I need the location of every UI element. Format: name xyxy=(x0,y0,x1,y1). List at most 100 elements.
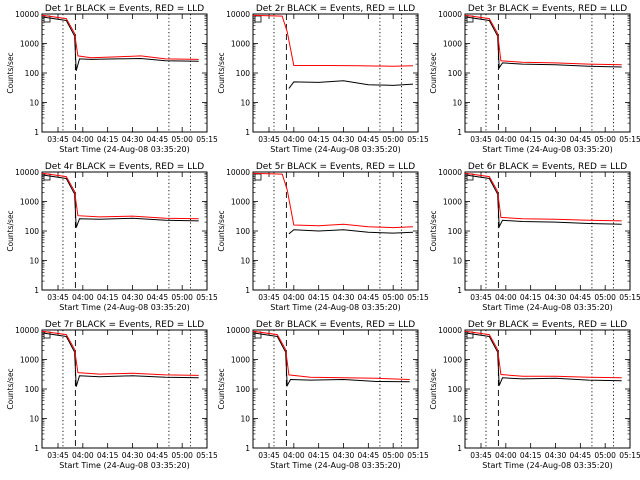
x-tick-label: 04:30 xyxy=(333,293,355,302)
plot-frame xyxy=(41,13,208,133)
series-lld xyxy=(252,330,410,380)
x-tick-label: 04:15 xyxy=(97,135,119,144)
x-tick-label: 04:45 xyxy=(358,135,380,144)
y-axis-label: Counts/sec xyxy=(217,368,226,409)
y-axis-label: Counts/sec xyxy=(429,52,438,93)
x-tick-label: 04:00 xyxy=(283,451,305,460)
x-tick-label: 04:45 xyxy=(147,135,169,144)
y-tick-label: 100 xyxy=(236,69,251,78)
x-tick-label: 04:30 xyxy=(333,451,355,460)
y-tick-label: 10000 xyxy=(226,168,250,177)
x-tick-label: 05:15 xyxy=(407,135,429,144)
y-tick-label: 1000 xyxy=(20,356,39,365)
x-tick-label: 04:15 xyxy=(520,451,542,460)
detector-panel-7: Det 7r BLACK = Events, RED = LLD 1 10 100 10… xyxy=(6,320,218,470)
y-tick-label: 10000 xyxy=(15,326,39,335)
panel-title: Det 4r BLACK = Events, RED = LLD xyxy=(45,162,204,172)
y-tick-label: 1 xyxy=(34,128,39,137)
plot-frame xyxy=(41,329,208,449)
y-tick-label: 100 xyxy=(25,69,40,78)
y-tick-label: 1 xyxy=(457,286,462,295)
x-tick-label: 05:15 xyxy=(619,293,640,302)
x-tick-label: 03:45 xyxy=(47,135,69,144)
y-tick-label: 1 xyxy=(34,444,39,453)
y-axis-label: Counts/sec xyxy=(429,210,438,251)
y-tick-label: 100 xyxy=(25,385,40,394)
series-lld xyxy=(41,14,199,60)
plot-frame xyxy=(464,329,631,449)
x-tick-label: 05:00 xyxy=(594,293,616,302)
x-tick-label: 04:15 xyxy=(97,293,119,302)
series-events xyxy=(41,332,199,387)
plot-frame xyxy=(464,171,631,291)
x-tick-label: 03:45 xyxy=(470,451,492,460)
x-tick-label: 04:45 xyxy=(358,451,380,460)
x-tick-label: 05:15 xyxy=(196,135,218,144)
x-tick-label: 03:45 xyxy=(470,293,492,302)
y-tick-label: 1 xyxy=(245,286,250,295)
x-tick-label: 04:30 xyxy=(545,135,567,144)
y-tick-label: 10000 xyxy=(438,10,462,19)
x-tick-label: 05:15 xyxy=(407,451,429,460)
x-tick-label: 04:00 xyxy=(283,135,305,144)
x-tick-label: 05:00 xyxy=(171,135,193,144)
x-tick-label: 03:45 xyxy=(258,451,280,460)
y-axis-label: Counts/sec xyxy=(6,368,15,409)
x-tick-label: 05:15 xyxy=(196,451,218,460)
y-tick-label: 10000 xyxy=(15,10,39,19)
series-lld xyxy=(252,172,414,229)
y-tick-label: 1000 xyxy=(443,198,462,207)
series-lld xyxy=(252,14,414,67)
x-axis-label: Start Time (24-Aug-08 03:35:20) xyxy=(482,145,613,154)
y-tick-label: 1 xyxy=(245,444,250,453)
x-tick-label: 03:45 xyxy=(47,293,69,302)
x-tick-label: 05:15 xyxy=(407,293,429,302)
x-tick-label: 04:45 xyxy=(570,451,592,460)
detector-panel-2: Det 2r BLACK = Events, RED = LLD 1 10 100 10… xyxy=(217,4,429,154)
plot-frame xyxy=(252,329,419,449)
y-tick-label: 1 xyxy=(457,444,462,453)
series-events xyxy=(464,332,622,386)
x-tick-label: 04:15 xyxy=(308,451,330,460)
panel-title: Det 5r BLACK = Events, RED = LLD xyxy=(256,162,415,172)
x-tick-label: 05:15 xyxy=(619,451,640,460)
x-axis-label: Start Time (24-Aug-08 03:35:20) xyxy=(59,461,190,470)
x-tick-label: 04:15 xyxy=(520,135,542,144)
y-tick-label: 100 xyxy=(236,385,251,394)
x-tick-label: 04:00 xyxy=(72,135,94,144)
x-axis-label: Start Time (24-Aug-08 03:35:20) xyxy=(59,145,190,154)
y-tick-label: 10000 xyxy=(438,326,462,335)
detector-panel-4: Det 4r BLACK = Events, RED = LLD 1 10 100 10… xyxy=(6,162,218,312)
x-tick-label: 05:00 xyxy=(171,293,193,302)
x-tick-label: 05:15 xyxy=(619,135,640,144)
y-tick-label: 10 xyxy=(240,99,250,108)
x-tick-label: 03:45 xyxy=(258,135,280,144)
series-lld xyxy=(464,172,622,222)
x-tick-label: 04:30 xyxy=(122,293,144,302)
x-tick-label: 05:00 xyxy=(594,451,616,460)
series-events xyxy=(41,16,199,71)
detector-panel-9: Det 9r BLACK = Events, RED = LLD 1 10 100 10… xyxy=(429,320,640,470)
series-events xyxy=(252,332,410,388)
y-tick-label: 1000 xyxy=(443,40,462,49)
y-tick-label: 100 xyxy=(448,227,463,236)
y-tick-label: 1000 xyxy=(231,40,250,49)
x-tick-label: 04:00 xyxy=(495,451,517,460)
y-axis-label: Counts/sec xyxy=(6,52,15,93)
y-tick-label: 10000 xyxy=(226,326,250,335)
y-tick-label: 1000 xyxy=(20,40,39,49)
y-tick-label: 100 xyxy=(236,227,251,236)
x-tick-label: 04:45 xyxy=(147,293,169,302)
detector-panel-8: Det 8r BLACK = Events, RED = LLD 1 10 100 10… xyxy=(217,320,429,470)
series-lld xyxy=(41,172,199,220)
y-tick-label: 100 xyxy=(448,69,463,78)
detector-panel-6: Det 6r BLACK = Events, RED = LLD 1 10 100 10… xyxy=(429,162,640,312)
panel-title: Det 8r BLACK = Events, RED = LLD xyxy=(256,320,415,330)
y-tick-label: 10 xyxy=(452,415,462,424)
y-tick-label: 10000 xyxy=(226,10,250,19)
x-tick-label: 04:00 xyxy=(495,135,517,144)
x-tick-label: 04:15 xyxy=(308,293,330,302)
x-tick-label: 04:30 xyxy=(545,293,567,302)
x-axis-label: Start Time (24-Aug-08 03:35:20) xyxy=(270,461,401,470)
